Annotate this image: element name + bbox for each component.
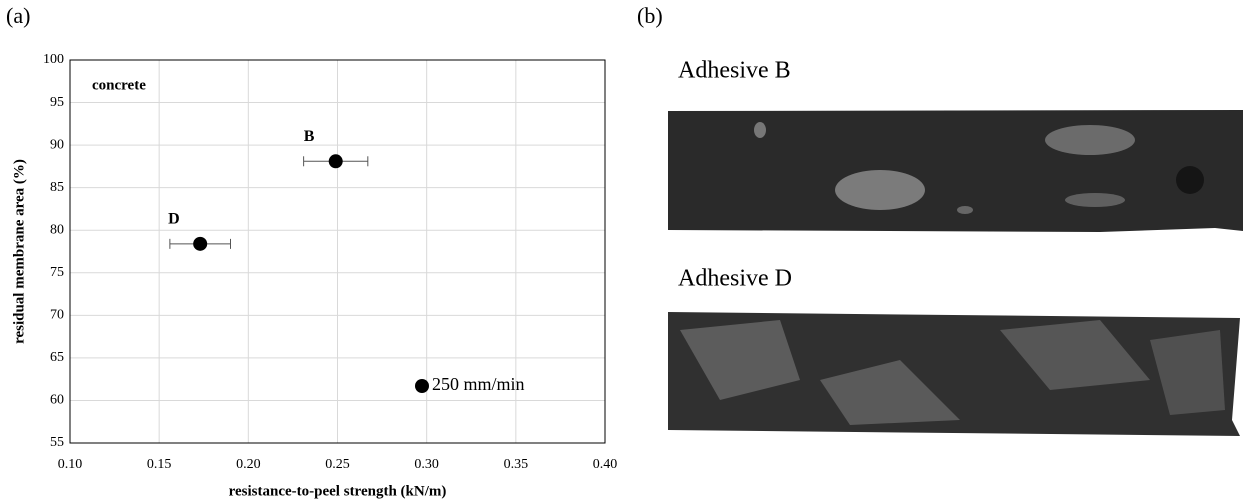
plot-frame [69, 59, 606, 444]
y-tick-label: 80 [50, 222, 64, 237]
legend-marker [415, 379, 429, 393]
y-tick-label: 60 [50, 393, 64, 408]
point-label: D [168, 211, 180, 228]
y-tick-label: 70 [50, 308, 64, 323]
panel-label: (b) [637, 3, 663, 28]
x-tick-label: 0.10 [58, 457, 83, 472]
image-caption: Adhesive D [678, 266, 792, 292]
x-tick-label: 0.20 [236, 457, 261, 472]
y-tick-label: 55 [50, 435, 64, 450]
x-tick-label: 0.25 [325, 457, 350, 472]
y-tick-label: 90 [50, 137, 64, 152]
point-label: B [304, 128, 315, 145]
x-tick-label: 0.15 [147, 457, 172, 472]
panel-label: (a) [6, 3, 30, 28]
legend-label: 250 mm/min [432, 374, 525, 394]
x-tick-label: 0.30 [414, 457, 439, 472]
y-tick-label: 85 [50, 180, 64, 195]
x-tick-label: 0.40 [593, 457, 618, 472]
annotation: concrete [92, 77, 146, 93]
y-axis-title: residual membrane area (%) [11, 159, 27, 344]
x-tick-label: 0.35 [504, 457, 529, 472]
y-tick-label: 100 [43, 52, 64, 67]
photo [668, 312, 1240, 436]
y-tick-label: 75 [50, 265, 64, 280]
y-tick-label: 95 [50, 95, 64, 110]
point [328, 154, 343, 169]
image-caption: Adhesive B [678, 58, 791, 84]
point [193, 236, 208, 251]
photo [668, 110, 1243, 232]
y-tick-label: 65 [50, 350, 64, 365]
x-axis-title: resistance-to-peel strength (kN/m) [229, 483, 447, 499]
